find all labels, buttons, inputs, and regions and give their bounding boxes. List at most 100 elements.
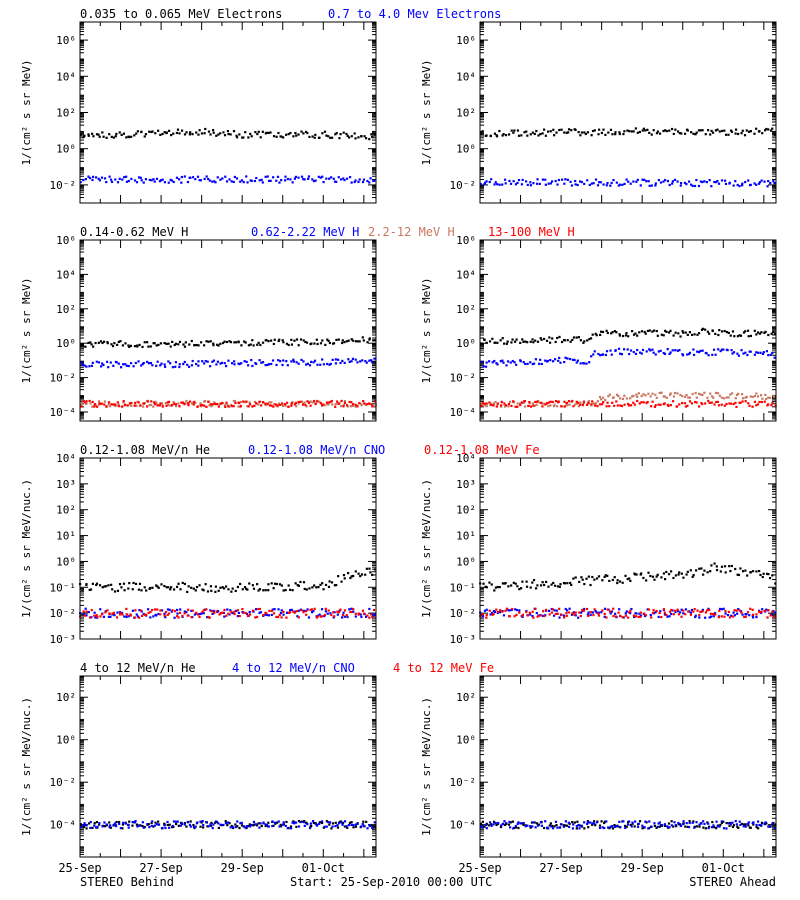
- data-point: [339, 361, 342, 365]
- data-point: [760, 400, 763, 404]
- data-point: [300, 820, 304, 823]
- data-point: [753, 132, 756, 135]
- data-point: [348, 360, 351, 363]
- data-point: [250, 823, 253, 827]
- data-point: [239, 582, 242, 586]
- data-point: [605, 350, 609, 353]
- data-point: [690, 131, 693, 134]
- data-point: [651, 400, 654, 403]
- data-point: [547, 401, 551, 404]
- data-point: [636, 825, 640, 828]
- data-point: [146, 400, 150, 403]
- data-point: [297, 133, 300, 136]
- plot-frame: [479, 675, 777, 858]
- data-point: [90, 616, 93, 619]
- data-point: [735, 393, 739, 397]
- data-point: [93, 611, 96, 614]
- data-point: [751, 616, 755, 619]
- data-point: [96, 615, 99, 618]
- data-point: [598, 395, 602, 399]
- data-point: [304, 130, 308, 134]
- data-point: [582, 609, 586, 612]
- data-point: [258, 359, 261, 362]
- data-point: [771, 610, 774, 613]
- data-point: [617, 395, 620, 398]
- data-point: [529, 826, 532, 829]
- data-point: [593, 129, 596, 132]
- data-point: [318, 821, 322, 824]
- data-point: [702, 826, 705, 829]
- data-point: [203, 399, 207, 403]
- data-point: [567, 825, 571, 828]
- data-point: [723, 329, 726, 333]
- data-point: [297, 825, 301, 828]
- data-point: [533, 404, 536, 407]
- data-point: [120, 586, 123, 589]
- data-point: [352, 826, 355, 829]
- data-point: [634, 352, 638, 355]
- data-point: [319, 363, 322, 366]
- data-point: [329, 362, 332, 366]
- data-point: [235, 177, 239, 180]
- data-point: [716, 400, 720, 404]
- data-point: [517, 134, 521, 137]
- data-point: [729, 569, 732, 573]
- data-point: [195, 362, 198, 366]
- data-point: [769, 181, 772, 185]
- data-point: [618, 352, 622, 355]
- data-point: [556, 336, 559, 340]
- data-point: [574, 576, 577, 579]
- data-point: [93, 824, 96, 827]
- data-point: [755, 615, 758, 619]
- data-point: [509, 361, 512, 364]
- data-point: [729, 823, 733, 826]
- y-axis-label: 1/(cm² s sr MeV): [420, 60, 433, 166]
- data-point: [135, 823, 139, 826]
- data-point: [290, 404, 293, 407]
- data-point: [592, 402, 595, 405]
- data-point: [285, 820, 288, 824]
- data-point: [336, 402, 339, 405]
- data-point: [727, 331, 730, 334]
- data-point: [683, 402, 687, 405]
- y-axis-label: 1/(cm² s sr MeV): [20, 60, 33, 166]
- data-point: [279, 825, 283, 828]
- data-point: [585, 403, 589, 407]
- data-point: [153, 180, 156, 183]
- data-point: [526, 362, 529, 365]
- data-point: [600, 131, 603, 135]
- data-point: [127, 344, 130, 347]
- plot-frame: [479, 457, 777, 640]
- data-point: [237, 611, 240, 615]
- data-point: [258, 826, 261, 829]
- data-point: [168, 608, 171, 611]
- data-point: [176, 615, 179, 618]
- data-point: [699, 349, 702, 353]
- data-point: [555, 131, 558, 134]
- data-point: [716, 179, 719, 183]
- data-point: [350, 401, 353, 404]
- data-point: [230, 590, 233, 593]
- data-point: [597, 612, 600, 615]
- data-point: [701, 610, 704, 613]
- data-point: [646, 329, 650, 333]
- data-point: [562, 825, 566, 828]
- data-point: [523, 405, 527, 408]
- data-point: [318, 400, 321, 403]
- data-point: [238, 826, 241, 830]
- data-point: [111, 345, 115, 348]
- data-point: [88, 616, 92, 619]
- legend-entry-heavy_high-1: 4 to 12 MeV/n CNO: [232, 661, 355, 675]
- data-point: [350, 135, 353, 138]
- data-point: [289, 827, 293, 830]
- data-point: [740, 822, 744, 826]
- data-point: [681, 330, 684, 333]
- data-point: [337, 176, 340, 179]
- series-0-035-to-0-065-mev-electrons: [79, 127, 376, 141]
- data-point: [734, 180, 737, 183]
- data-point: [120, 133, 123, 136]
- data-point: [618, 131, 621, 134]
- data-point: [245, 175, 248, 178]
- data-point: [682, 612, 685, 615]
- data-point: [280, 584, 283, 587]
